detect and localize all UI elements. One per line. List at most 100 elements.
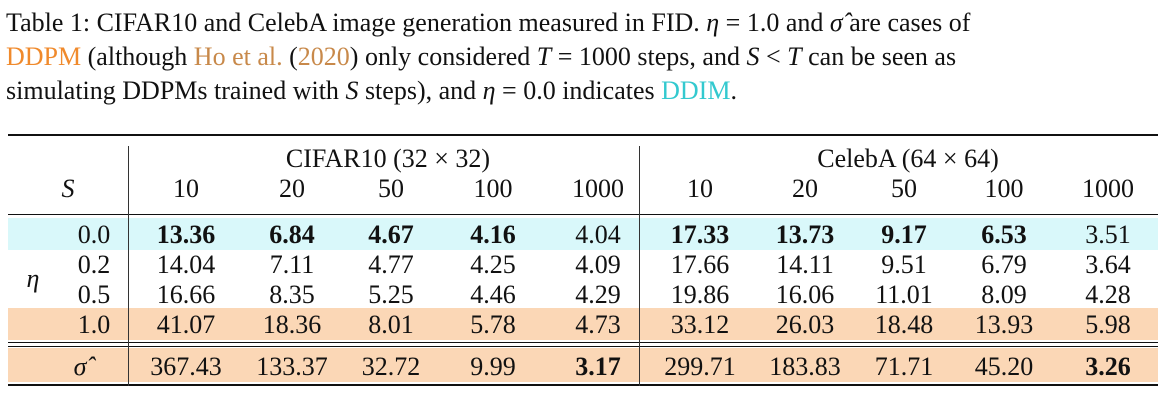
caption-text: are cases of: [842, 8, 971, 37]
eta-value-label: 0.0: [77, 220, 111, 249]
table-cell: 4.46: [470, 280, 516, 309]
eta-symbol: η: [706, 8, 720, 37]
table-cell: 18.48: [874, 310, 934, 339]
step-header: 20: [279, 174, 305, 203]
sigma-hat-symbol: σ̂: [829, 8, 843, 37]
header-rule: [8, 214, 1158, 215]
table-cell: 4.28: [1085, 280, 1131, 309]
t-symbol: T: [536, 42, 552, 71]
table-cell: 299.71: [664, 352, 736, 381]
eta-value-label: 0.5: [77, 280, 111, 309]
table-cell: 14.11: [776, 250, 834, 279]
table-cell: 9.17: [881, 220, 927, 249]
caption-text: can be seen as: [801, 42, 957, 71]
table-cell: 3.64: [1085, 250, 1131, 279]
caption-text: = 0.0 indicates: [495, 76, 662, 105]
caption-line-3: simulating DDPMs trained with S steps), …: [6, 74, 1161, 108]
table-cell: 8.01: [368, 310, 414, 339]
step-header: 10: [687, 174, 713, 203]
citation-author-link[interactable]: Ho et al.: [193, 42, 283, 71]
table-cell: 13.73: [775, 220, 835, 249]
table-cell: 4.04: [575, 220, 621, 249]
sigma-hat-row-label: σ̂: [73, 352, 87, 381]
table-cell: 5.25: [368, 280, 414, 309]
ddpm-link[interactable]: DDPM: [6, 42, 82, 71]
table-cell: 4.29: [575, 280, 621, 309]
table-cell: 45.20: [974, 352, 1034, 381]
t-symbol: T: [787, 42, 802, 71]
step-header: 50: [891, 174, 917, 203]
table-cell: 7.11: [269, 250, 315, 279]
caption-line-1: Table 1: CIFAR10 and CelebA image genera…: [6, 6, 1161, 40]
table-cell: 32.72: [361, 352, 421, 381]
table-cell: 16.66: [156, 280, 216, 309]
ddim-highlight-row: [8, 218, 1158, 250]
table-cell: 8.09: [981, 280, 1027, 309]
step-header: 1000: [572, 174, 624, 203]
citation-year-link[interactable]: 2020: [297, 42, 350, 71]
group-header-cifar10: CIFAR10 (32 × 32): [285, 144, 491, 173]
group-header-celeba: CelebA (64 × 64): [817, 144, 999, 173]
caption-text: = 1.0 and: [719, 8, 830, 37]
table-caption: Table 1: CIFAR10 and CelebA image genera…: [6, 6, 1161, 108]
s-symbol: S: [746, 42, 760, 71]
caption-text: .: [730, 76, 737, 105]
table-cell: 367.43: [150, 352, 222, 381]
caption-text: (: [282, 42, 298, 71]
table-cell: 6.53: [981, 220, 1027, 249]
column-divider: [639, 146, 640, 386]
table-cell: 4.67: [368, 220, 414, 249]
table-cell: 9.99: [470, 352, 516, 381]
table-cell: 26.03: [775, 310, 835, 339]
table-cell: 11.01: [875, 280, 933, 309]
table-cell: 6.79: [981, 250, 1027, 279]
table-cell: 33.12: [670, 310, 730, 339]
table-cell: 3.26: [1085, 352, 1131, 381]
mid-rule: [8, 342, 1158, 343]
caption-text: steps), and: [358, 76, 483, 105]
caption-text: <: [759, 42, 788, 71]
ddim-link[interactable]: DDIM: [661, 76, 731, 105]
bottom-rule: [8, 384, 1158, 386]
caption-text: only considered: [358, 42, 537, 71]
table-cell: 4.73: [575, 310, 621, 339]
table-cell: 8.35: [269, 280, 315, 309]
eta-row-label: η: [26, 264, 40, 293]
caption-text: (although: [81, 42, 194, 71]
table-cell: 133.37: [256, 352, 328, 381]
table-cell: 16.06: [775, 280, 835, 309]
table-cell: 3.51: [1085, 220, 1131, 249]
step-header: 10: [173, 174, 199, 203]
s-symbol: S: [345, 76, 359, 105]
table-cell: 5.98: [1085, 310, 1131, 339]
step-header: 100: [984, 174, 1024, 203]
table-cell: 13.36: [156, 220, 216, 249]
table-cell: 4.77: [368, 250, 414, 279]
table-cell: 4.09: [575, 250, 621, 279]
ddpm-highlight-row: [8, 308, 1158, 340]
step-header: 1000: [1082, 174, 1134, 203]
mid-rule: [8, 346, 1158, 347]
table-cell: 17.33: [670, 220, 730, 249]
step-header: 50: [378, 174, 404, 203]
s-column-label: S: [61, 174, 75, 203]
top-rule: [8, 134, 1158, 136]
table-cell: 183.83: [769, 352, 841, 381]
table-cell: 13.93: [974, 310, 1034, 339]
table-cell: 9.51: [881, 250, 927, 279]
table-cell: 18.36: [262, 310, 322, 339]
table-cell: 71.71: [874, 352, 934, 381]
table-cell: 17.66: [670, 250, 730, 279]
caption-text: simulating DDPMs trained with: [6, 76, 346, 105]
eta-symbol: η: [482, 76, 496, 105]
step-header: 20: [792, 174, 818, 203]
caption-text: ): [349, 42, 359, 71]
sigma-highlight-row: [8, 348, 1158, 382]
table-cell: 6.84: [269, 220, 315, 249]
eta-value-label: 1.0: [77, 310, 111, 339]
step-header: 100: [473, 174, 513, 203]
eta-value-label: 0.2: [77, 250, 111, 279]
table-cell: 5.78: [470, 310, 516, 339]
table-cell: 14.04: [156, 250, 216, 279]
table-cell: 19.86: [670, 280, 730, 309]
